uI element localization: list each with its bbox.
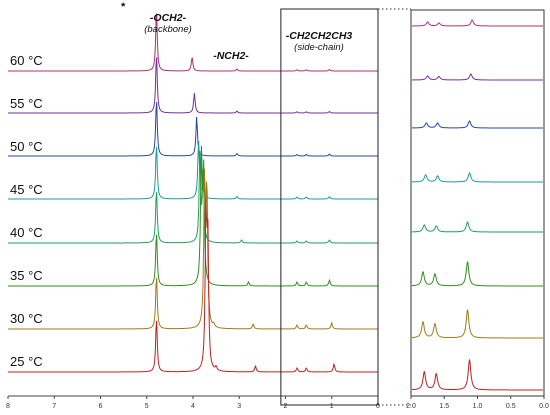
spectrum-trace xyxy=(8,102,378,157)
x-tick-label: 8 xyxy=(6,403,10,410)
spectrum-trace xyxy=(8,198,378,373)
x-tick-label: 2 xyxy=(284,403,288,410)
annotation-side-chain-sub: (side-chain) xyxy=(294,42,344,53)
inset-x-tick-label: 1.5 xyxy=(439,403,449,410)
inset-spectrum-trace xyxy=(412,73,543,81)
highlight-box xyxy=(280,8,379,406)
x-tick-label: 7 xyxy=(52,403,56,410)
annotation-nch2-label: -NCH2- xyxy=(213,50,249,62)
temperature-label: 30 °C xyxy=(10,311,43,326)
temperature-label: 50 °C xyxy=(10,139,43,154)
annotation-nch2: -NCH2- xyxy=(196,50,266,62)
annotation-och2: -OCH2- (backbone) xyxy=(128,12,208,36)
spectrum-trace xyxy=(8,57,378,114)
inset-spectrum-trace xyxy=(411,221,543,233)
inset-x-tick-label: 2.0 xyxy=(406,403,416,410)
inset-x-tick-label: 0.0 xyxy=(539,403,549,410)
inset-spectrum-trace xyxy=(412,19,543,27)
temperature-label: 35 °C xyxy=(10,268,43,283)
inset-x-tick-label: 1.0 xyxy=(473,403,483,410)
inset-spectrum-trace xyxy=(411,358,543,391)
x-tick-label: 1 xyxy=(330,403,334,410)
annotation-och2-sub: (backbone) xyxy=(144,24,192,35)
annotation-side-chain-label: -CH2CH2CH3 xyxy=(285,30,353,42)
spectrum-trace xyxy=(8,150,378,244)
x-tick-label: 5 xyxy=(145,403,149,410)
x-tick-label: 4 xyxy=(191,403,195,410)
inset-x-tick-label: 0.5 xyxy=(506,403,516,410)
temperature-label: 55 °C xyxy=(10,96,43,111)
spectrum-trace xyxy=(8,145,378,287)
annotation-och2-label: -OCH2- xyxy=(149,12,187,24)
spectrum-trace xyxy=(8,141,378,200)
inset-spectrum-trace xyxy=(411,309,543,339)
spectrum-trace xyxy=(8,13,378,72)
spectrum-trace xyxy=(8,168,378,330)
inset-spectrum-trace xyxy=(411,261,543,287)
x-tick-label: 0 xyxy=(376,403,380,410)
temperature-label: 45 °C xyxy=(10,182,43,197)
temperature-label: 60 °C xyxy=(10,53,43,68)
inset-spectrum-trace xyxy=(412,172,543,183)
annotation-side-chain: -CH2CH2CH3 (side-chain) xyxy=(266,30,372,54)
temperature-label: 40 °C xyxy=(10,225,43,240)
inset-spectrum-trace xyxy=(412,120,543,129)
x-tick-label: 6 xyxy=(99,403,103,410)
x-tick-label: 3 xyxy=(237,403,241,410)
temperature-label: 25 °C xyxy=(10,354,43,369)
solvent-marker: * xyxy=(121,1,126,13)
